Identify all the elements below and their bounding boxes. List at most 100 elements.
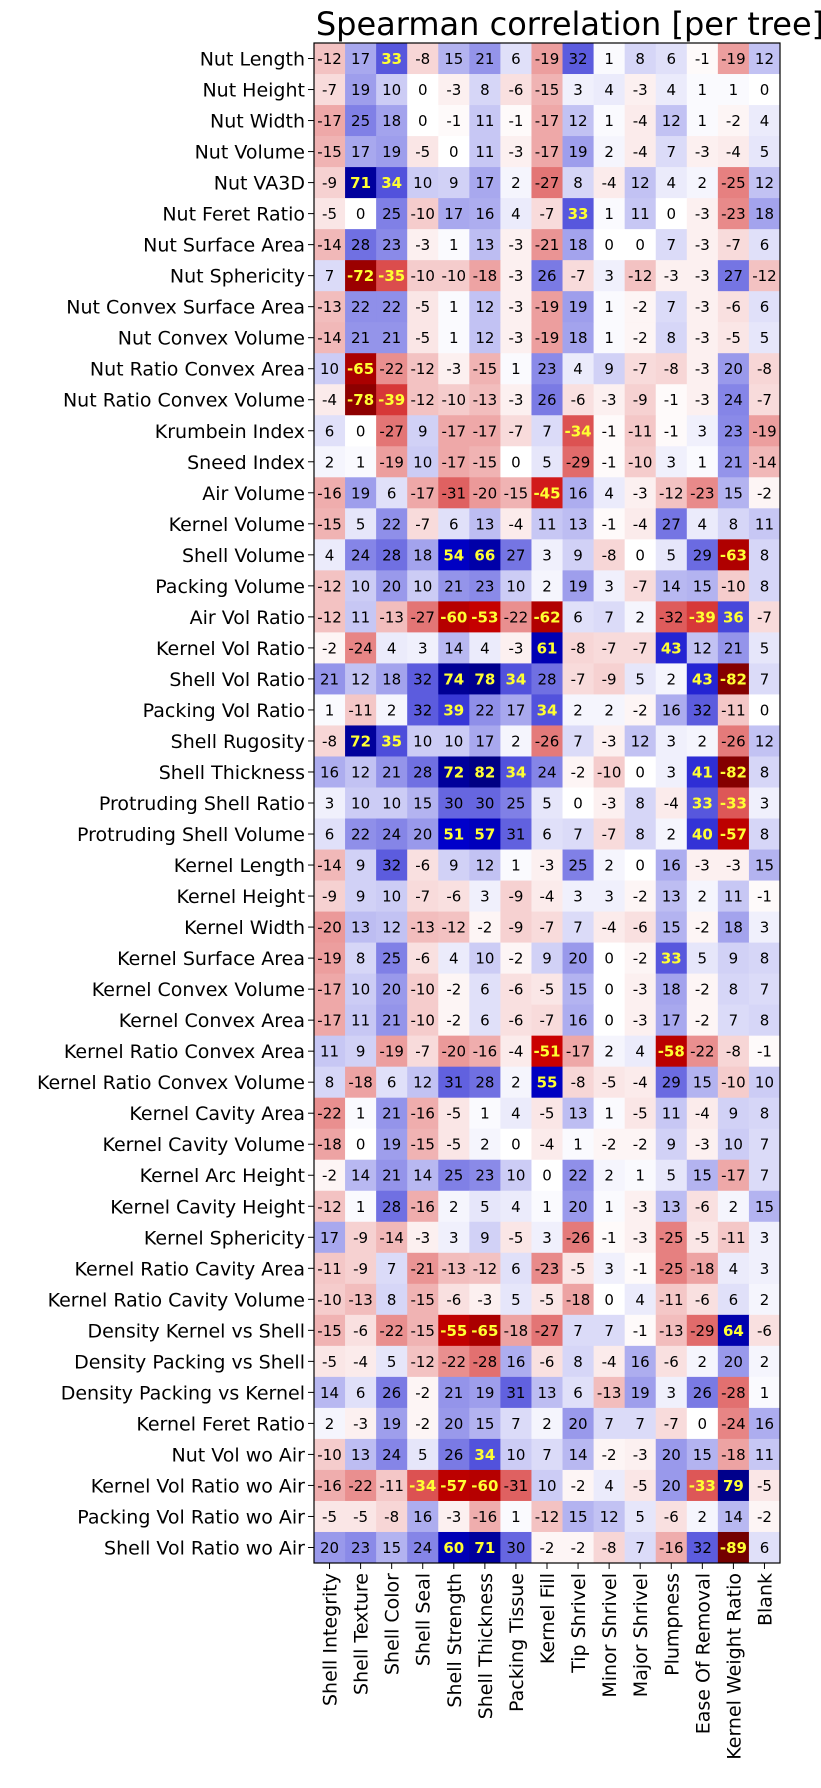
cell-value-label: -17 xyxy=(535,112,560,130)
heatmap-cell xyxy=(407,291,439,323)
heatmap-cell xyxy=(593,1221,626,1254)
cell-value-label: -6 xyxy=(353,1322,368,1340)
cell-value-label: -3 xyxy=(726,857,741,875)
cell-value-label: 0 xyxy=(635,236,645,254)
heatmap-cell xyxy=(407,136,439,168)
heatmap-cell xyxy=(562,1035,594,1068)
heatmap-cell xyxy=(376,1066,408,1099)
heatmap-cell xyxy=(469,260,501,292)
cell-value-label: 4 xyxy=(666,81,676,99)
y-tick-label: Kernel Vol Ratio wo Air xyxy=(91,1475,305,1497)
heatmap-cell xyxy=(438,1314,470,1347)
cell-value-label: 20 xyxy=(444,1415,463,1433)
cell-value-label: -10 xyxy=(628,453,653,471)
cell-value-label: 4 xyxy=(666,174,676,192)
heatmap-cell xyxy=(345,911,377,943)
heatmap-cell xyxy=(469,663,501,695)
cell-value-label: -8 xyxy=(726,1043,741,1061)
heatmap-cell xyxy=(376,229,408,261)
heatmap-cell xyxy=(407,1438,439,1471)
cell-value-label: -3 xyxy=(446,360,461,378)
heatmap-cell xyxy=(469,1004,501,1037)
cell-value-label: 20 xyxy=(662,1446,681,1464)
cell-value-label: -3 xyxy=(508,267,523,285)
cell-value-label: 14 xyxy=(662,577,681,595)
heatmap-cell xyxy=(469,1283,501,1316)
heatmap-cell xyxy=(345,1252,377,1285)
heatmap-cell xyxy=(562,384,594,416)
heatmap-cell xyxy=(314,446,346,478)
cell-value-label: -7 xyxy=(633,577,648,595)
heatmap-cell xyxy=(624,1500,657,1533)
heatmap-cell xyxy=(717,880,750,912)
heatmap-cell xyxy=(531,1004,563,1037)
heatmap-cell xyxy=(469,1097,501,1130)
cell-value-label: 2 xyxy=(698,1353,708,1371)
cell-value-label: -7 xyxy=(540,205,555,223)
cell-value-label: -7 xyxy=(540,919,555,937)
cell-value-label: 21 xyxy=(444,577,463,595)
cell-value-label: 79 xyxy=(723,1477,744,1495)
cell-value-label: -6 xyxy=(664,1353,679,1371)
heatmap-cell xyxy=(500,1376,532,1409)
cell-value-label: 15 xyxy=(413,795,432,813)
y-tick-label: Nut Convex Volume xyxy=(118,328,305,350)
cell-value-label: 16 xyxy=(569,1012,588,1030)
cell-value-label: 7 xyxy=(511,1415,521,1433)
cell-value-label: 8 xyxy=(635,795,645,813)
cell-value-label: 72 xyxy=(443,763,464,781)
cell-value-label: 1 xyxy=(511,1508,521,1526)
cell-value-label: -65 xyxy=(347,360,374,378)
heatmap-cell xyxy=(500,260,532,292)
cell-value-label: 12 xyxy=(662,112,681,130)
heatmap-cell xyxy=(469,1159,501,1192)
cell-value-label: -7 xyxy=(571,670,586,688)
cell-value-label: -2 xyxy=(477,919,492,937)
cell-value-label: 15 xyxy=(475,1415,494,1433)
heatmap-cell xyxy=(624,1252,657,1285)
cell-value-label: 27 xyxy=(506,546,525,564)
cell-value-label: -7 xyxy=(415,515,430,533)
heatmap-cell xyxy=(531,291,563,323)
heatmap-cell xyxy=(655,1500,688,1533)
heatmap-cell xyxy=(531,1066,563,1099)
cell-value-label: 7 xyxy=(729,1012,739,1030)
cell-value-label: -2 xyxy=(633,298,648,316)
cell-value-label: 1 xyxy=(698,112,708,130)
cell-value-label: 4 xyxy=(325,546,335,564)
cell-value-label: 6 xyxy=(387,1074,397,1092)
cell-value-label: -14 xyxy=(317,329,342,347)
cell-value-label: -7 xyxy=(757,391,772,409)
cell-value-label: 4 xyxy=(729,1260,739,1278)
heatmap-cell xyxy=(376,477,408,509)
heatmap-cell xyxy=(314,1128,346,1161)
cell-value-label: 22 xyxy=(382,515,401,533)
heatmap-cell xyxy=(314,415,346,447)
heatmap-cell xyxy=(686,1004,719,1037)
cell-value-label: 12 xyxy=(755,174,774,192)
heatmap-cell xyxy=(748,1407,781,1440)
cell-value-label: 26 xyxy=(537,391,556,409)
cell-value-label: 24 xyxy=(351,546,370,564)
heatmap-cell xyxy=(562,1376,594,1409)
heatmap-cell xyxy=(531,663,563,695)
heatmap-cell xyxy=(407,1159,439,1192)
heatmap-cell xyxy=(438,384,470,416)
y-tick-label: Protruding Shell Volume xyxy=(77,824,305,846)
cell-value-label: 11 xyxy=(475,143,494,161)
cell-value-label: 32 xyxy=(382,857,401,875)
heatmap-cell xyxy=(500,1066,532,1099)
cell-value-label: -2 xyxy=(757,484,772,502)
cell-value-label: 3 xyxy=(666,732,676,750)
cell-value-label: -4 xyxy=(633,1074,648,1092)
heatmap-cell xyxy=(686,1283,719,1316)
heatmap-cell xyxy=(531,229,563,261)
heatmap-cell xyxy=(562,1190,594,1223)
y-tick-label: Kernel Width xyxy=(184,917,305,939)
heatmap-cell xyxy=(345,632,377,664)
cell-value-label: -19 xyxy=(379,453,404,471)
heatmap-cell xyxy=(376,818,408,850)
heatmap-cell xyxy=(748,1469,781,1502)
heatmap-cell xyxy=(345,818,377,850)
cell-value-label: -34 xyxy=(409,1477,436,1495)
